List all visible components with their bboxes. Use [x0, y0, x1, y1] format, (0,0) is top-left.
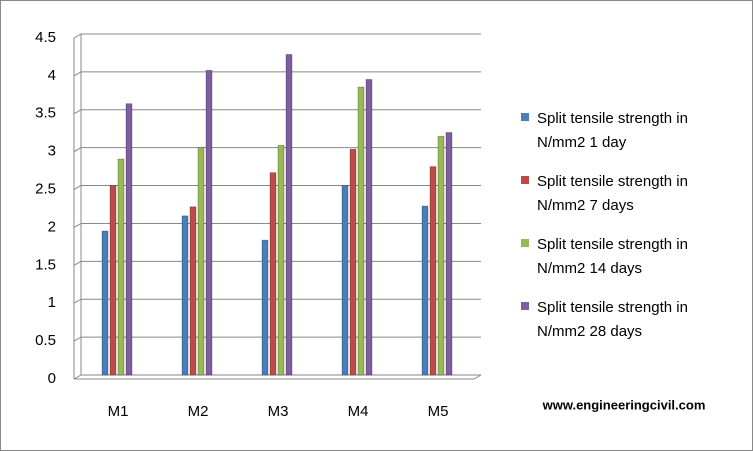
grid-line [73, 222, 481, 228]
bar [357, 86, 365, 376]
bar [101, 230, 109, 376]
legend-label: Split tensile strength in N/mm2 7 days [537, 173, 688, 214]
bar [181, 215, 189, 376]
legend-item: Split tensile strength in N/mm2 1 day [521, 107, 741, 170]
y-tick-label: 1 [48, 294, 56, 311]
grid-line [73, 260, 481, 266]
legend-swatch [521, 302, 529, 310]
bar [117, 158, 125, 376]
bar [125, 103, 133, 376]
grid-line [73, 298, 481, 304]
legend-item: Split tensile strength in N/mm2 7 days [521, 170, 741, 233]
bar [437, 135, 445, 376]
legend-swatch [521, 113, 529, 121]
y-tick-label: 2 [48, 218, 56, 235]
bar [205, 70, 213, 376]
grid-line [73, 33, 481, 39]
bar [445, 132, 453, 376]
bar [109, 185, 117, 376]
legend-swatch [521, 176, 529, 184]
grid-line [73, 336, 481, 342]
y-tick-label: 3.5 [35, 105, 56, 122]
y-tick-label: 0 [48, 370, 56, 387]
legend-swatch [521, 239, 529, 247]
x-tick-label: M4 [348, 403, 369, 420]
x-tick-label: M1 [108, 403, 129, 420]
bar [261, 239, 269, 376]
y-tick-label: 0.5 [35, 332, 56, 349]
grid-line [73, 109, 481, 115]
x-tick-label: M5 [428, 403, 449, 420]
bar [197, 147, 205, 376]
bar [269, 172, 277, 376]
bar [365, 79, 373, 376]
bar [277, 145, 285, 376]
bar [349, 148, 357, 376]
grid-line [73, 71, 481, 77]
legend-item: Split tensile strength in N/mm2 28 days [521, 296, 741, 359]
x-tick-label: M3 [268, 403, 289, 420]
grid-line [73, 147, 481, 153]
y-tick-label: 1.5 [35, 256, 56, 273]
legend-label: Split tensile strength in N/mm2 28 days [537, 299, 688, 340]
bar [421, 205, 429, 376]
legend-item: Split tensile strength in N/mm2 14 days [521, 233, 741, 296]
legend-label: Split tensile strength in N/mm2 14 days [537, 236, 688, 277]
bar [285, 54, 293, 376]
x-tick-label: M2 [188, 403, 209, 420]
bar [429, 166, 437, 376]
grid-line [73, 374, 481, 380]
annotation: www.engineeringcivil.com [542, 397, 706, 412]
y-tick-label: 2.5 [35, 181, 56, 198]
y-tick-label: 3 [48, 143, 56, 160]
floor [74, 374, 482, 380]
bar [341, 185, 349, 376]
grid-line [73, 185, 481, 190]
y-tick-label: 4 [48, 67, 56, 84]
y-tick-label: 4.5 [35, 29, 56, 46]
legend: Split tensile strength in N/mm2 1 day Spl… [521, 107, 741, 359]
bar [189, 206, 197, 376]
legend-label: Split tensile strength in N/mm2 1 day [537, 110, 688, 151]
